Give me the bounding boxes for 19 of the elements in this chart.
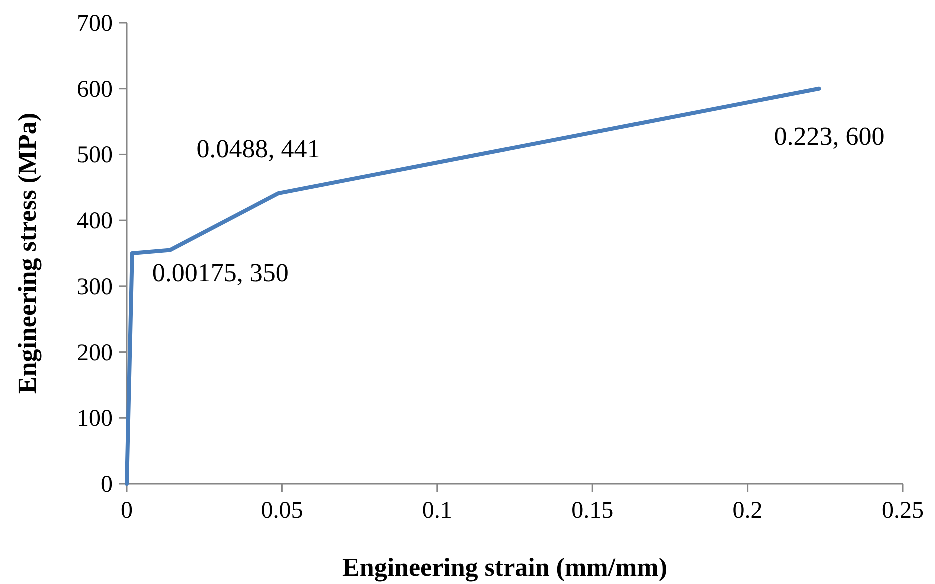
y-tick-label: 200 (77, 340, 113, 366)
y-tick-label: 700 (77, 11, 113, 37)
annotation: 0.00175, 350 (152, 258, 289, 288)
annotation: 0.0488, 441 (196, 134, 320, 164)
x-tick-label: 0.15 (572, 498, 614, 524)
x-tick-label: 0.2 (732, 498, 763, 524)
y-tick-label: 400 (77, 208, 113, 235)
x-tick-label: 0.05 (261, 498, 304, 524)
y-tick-label: 600 (77, 76, 113, 103)
x-tick-label: 0.1 (422, 498, 452, 524)
x-axis-title: Engineering strain (mm/mm) (342, 553, 668, 582)
y-tick-label: 500 (77, 142, 113, 169)
y-tick-label: 100 (77, 406, 113, 432)
y-tick-label: 0 (101, 472, 113, 498)
x-tick-label: 0 (121, 498, 133, 524)
x-tick-label: 0.25 (882, 498, 924, 524)
y-tick-label: 300 (77, 274, 113, 300)
annotation: 0.223, 600 (774, 122, 885, 151)
y-axis-title: Engineering stress (MPa) (13, 112, 42, 394)
